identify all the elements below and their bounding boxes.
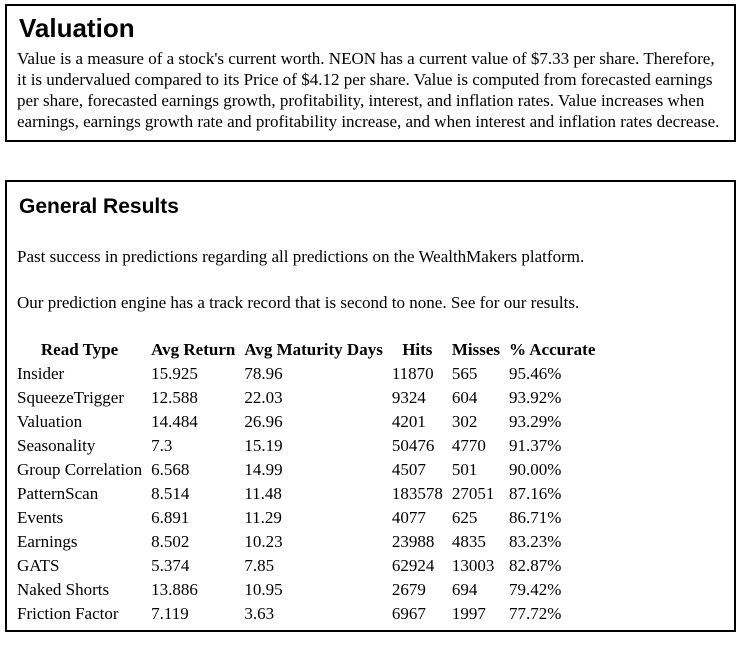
table-cell: 23988 [391, 532, 435, 551]
table-cell: 565 [451, 364, 478, 383]
table-cell: 6.568 [151, 460, 190, 479]
table-cell: 7.85 [244, 556, 275, 575]
table-cell: 11.48 [244, 484, 282, 503]
valuation-title: Valuation [19, 13, 135, 43]
column-header-accurate: % Accurate [508, 340, 596, 359]
table-cell: 22.03 [244, 388, 283, 407]
table-cell: 13003 [451, 556, 495, 575]
table-cell: Valuation [17, 412, 83, 431]
table-cell: SqueezeTrigger [17, 388, 125, 407]
table-cell: Earnings [17, 532, 78, 551]
table-cell: 1997 [451, 604, 486, 623]
table-cell: 87.16% [508, 484, 562, 503]
table-cell: 14.99 [244, 460, 283, 479]
table-cell: GATS [17, 556, 60, 575]
table-cell: 79.42% [508, 580, 562, 599]
table-row: Seasonality 7.3 15.19 50476 4770 91.37% [17, 434, 604, 458]
results-table-head: Read Type Avg Return Avg Maturity Days Hits… [17, 338, 604, 362]
column-header-read-type: Read Type [40, 340, 119, 359]
table-cell: 26.96 [244, 412, 283, 431]
table-cell: 82.87% [508, 556, 562, 575]
table-cell: 90.00% [508, 460, 562, 479]
table-row: Group Correlation 6.568 14.99 4507 501 90.00% [17, 458, 604, 482]
table-row: Earnings 8.502 10.23 23988 4835 83.23% [17, 530, 604, 554]
table-row: Naked Shorts 13.886 10.95 2679 694 79.42% [17, 578, 604, 602]
table-cell: 15.19 [244, 436, 283, 455]
table-cell: Naked Shorts [17, 580, 110, 599]
table-cell: 694 [451, 580, 478, 599]
table-row: GATS 5.374 7.85 62924 13003 82.87% [17, 554, 604, 578]
table-cell: 77.72% [508, 604, 562, 623]
table-cell: 4507 [391, 460, 426, 479]
table-row: PatternScan 8.514 11.48 183578 27051 87.16% [17, 482, 604, 506]
table-row: Insider 15.925 78.96 11870 565 95.46% [17, 362, 604, 386]
table-cell: 91.37% [508, 436, 562, 455]
valuation-description: Value is a measure of a stock's current … [17, 49, 720, 131]
table-cell: Events [17, 508, 64, 527]
results-table: Read Type Avg Return Avg Maturity Days Hits… [17, 338, 604, 626]
table-cell: 93.92% [508, 388, 562, 407]
table-cell: 5.374 [151, 556, 190, 575]
table-row: Friction Factor 7.119 3.63 6967 1997 77.72% [17, 602, 604, 626]
table-cell: 8.502 [151, 532, 190, 551]
table-cell: 10.23 [244, 532, 283, 551]
table-cell: 501 [451, 460, 478, 479]
column-header-avg-return: Avg Return [151, 340, 236, 359]
table-cell: 78.96 [244, 364, 283, 383]
table-cell: 625 [451, 508, 478, 527]
table-cell: 14.484 [151, 412, 198, 431]
table-row: Valuation 14.484 26.96 4201 302 93.29% [17, 410, 604, 434]
table-cell: Group Correlation [17, 460, 143, 479]
table-cell: 7.119 [151, 604, 189, 623]
table-cell: 6.891 [151, 508, 190, 527]
table-cell: 13.886 [151, 580, 198, 599]
table-cell: 93.29% [508, 412, 562, 431]
table-cell: 4077 [391, 508, 426, 527]
table-cell: 12.588 [151, 388, 198, 407]
table-cell: 27051 [451, 484, 495, 503]
column-header-hits: Hits [402, 340, 433, 359]
table-row: Events 6.891 11.29 4077 625 86.71% [17, 506, 604, 530]
table-cell: 83.23% [508, 532, 562, 551]
table-row: SqueezeTrigger 12.588 22.03 9324 604 93.92% [17, 386, 604, 410]
table-cell: PatternScan [17, 484, 99, 503]
table-cell: 6967 [391, 604, 426, 623]
table-cell: 10.95 [244, 580, 283, 599]
table-cell: 7.3 [151, 436, 173, 455]
valuation-section: Valuation Value is a measure of a stock'… [5, 4, 736, 142]
table-cell: 95.46% [508, 364, 562, 383]
table-cell: 4835 [451, 532, 486, 551]
table-cell: 62924 [391, 556, 435, 575]
results-table-body: Insider 15.925 78.96 11870 565 95.46% SqueezeT… [17, 362, 604, 626]
table-cell: 11870 [391, 364, 434, 383]
results-table-header-row: Read Type Avg Return Avg Maturity Days Hits… [17, 338, 604, 362]
table-cell: 50476 [391, 436, 435, 455]
table-cell: 2679 [391, 580, 426, 599]
table-cell: Seasonality [17, 436, 96, 455]
table-cell: 9324 [391, 388, 426, 407]
general-results-intro-line1: Past success in predictions regarding al… [17, 247, 585, 266]
table-cell: 15.925 [151, 364, 198, 383]
column-header-avg-maturity-days: Avg Maturity Days [244, 340, 383, 359]
general-results-title: General Results [19, 195, 179, 218]
table-cell: 11.29 [244, 508, 282, 527]
table-cell: 302 [451, 412, 478, 431]
table-cell: Insider [17, 364, 65, 383]
table-cell: 86.71% [508, 508, 562, 527]
general-results-intro-line2: Our prediction engine has a track record… [17, 293, 580, 312]
table-cell: 3.63 [244, 604, 275, 623]
table-cell: Friction Factor [17, 604, 119, 623]
table-cell: 8.514 [151, 484, 190, 503]
general-results-section: General Results Past success in predicti… [5, 180, 736, 632]
table-cell: 604 [451, 388, 478, 407]
table-cell: 4201 [391, 412, 426, 431]
table-cell: 4770 [451, 436, 486, 455]
column-header-misses: Misses [451, 340, 500, 359]
table-cell: 183578 [391, 484, 443, 503]
